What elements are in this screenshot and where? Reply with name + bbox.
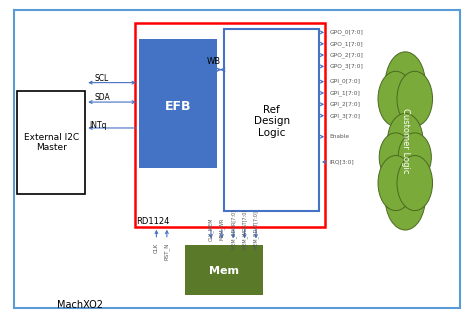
Text: MEM_WR: MEM_WR (219, 218, 225, 240)
Text: SCL: SCL (95, 74, 109, 83)
Text: SDA: SDA (94, 93, 110, 102)
Text: MEM_ADDR[7:0]: MEM_ADDR[7:0] (230, 209, 236, 249)
Text: GPI_2[7:0]: GPI_2[7:0] (329, 101, 360, 107)
Text: GPO_1[7:0]: GPO_1[7:0] (329, 41, 363, 47)
FancyBboxPatch shape (14, 10, 460, 308)
Text: Customer Logic: Customer Logic (401, 108, 410, 174)
Text: Ref
Design
Logic: Ref Design Logic (254, 105, 290, 138)
Text: EFB: EFB (164, 100, 191, 113)
Text: MEM_RDAT[7:0]: MEM_RDAT[7:0] (253, 210, 259, 249)
Text: GPO_2[7:0]: GPO_2[7:0] (329, 52, 363, 58)
FancyBboxPatch shape (17, 91, 85, 194)
Text: Mem: Mem (209, 266, 239, 275)
Text: GPI_1[7:0]: GPI_1[7:0] (329, 90, 360, 96)
Text: RD1124: RD1124 (137, 217, 170, 226)
Text: WB: WB (207, 57, 221, 66)
Text: External I2C
Master: External I2C Master (24, 133, 79, 152)
Text: GPO_3[7:0]: GPO_3[7:0] (329, 64, 363, 69)
Ellipse shape (385, 52, 425, 117)
FancyBboxPatch shape (139, 39, 217, 168)
Text: IRQ[3:0]: IRQ[3:0] (329, 159, 354, 165)
Ellipse shape (378, 71, 413, 126)
Text: GPO_0[7:0]: GPO_0[7:0] (329, 29, 363, 35)
Ellipse shape (387, 113, 423, 168)
Text: Enable: Enable (329, 134, 349, 139)
Text: GPI_0[7:0]: GPI_0[7:0] (329, 79, 360, 85)
Ellipse shape (398, 133, 431, 181)
Ellipse shape (397, 156, 432, 211)
Text: CLK_MEM: CLK_MEM (208, 217, 214, 241)
Text: MEM_WDAT[7:0]: MEM_WDAT[7:0] (242, 209, 247, 249)
Text: RST_N: RST_N (164, 243, 170, 260)
FancyBboxPatch shape (224, 29, 319, 211)
Ellipse shape (379, 133, 412, 181)
FancyBboxPatch shape (185, 245, 263, 295)
Text: CLK: CLK (154, 243, 159, 253)
Text: INTq: INTq (90, 121, 107, 130)
Ellipse shape (397, 71, 432, 126)
Ellipse shape (378, 156, 413, 211)
Ellipse shape (385, 165, 425, 230)
Text: GPI_3[7:0]: GPI_3[7:0] (329, 113, 360, 119)
Text: MachXO2: MachXO2 (57, 300, 103, 309)
